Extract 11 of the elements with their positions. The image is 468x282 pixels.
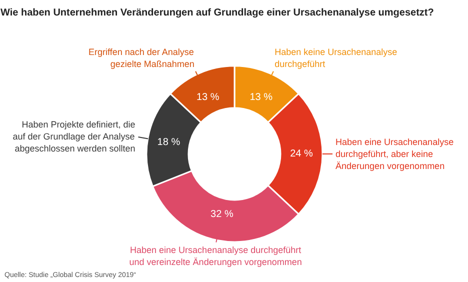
data-label: 13 %	[196, 92, 220, 103]
data-label: 24 %	[290, 148, 314, 160]
slice-label: Haben eine Ursachenanalyse durchgeführt, aber keine Änderungen vorgenommen	[336, 136, 454, 171]
data-label: 13 %	[250, 92, 273, 103]
data-label: 32 %	[210, 208, 234, 220]
slice-label: Ergriffen nach der Analyse gezielte Maßnahmen	[88, 46, 194, 69]
slice-label: Haben keine Ursachenanalyse durchgeführt	[274, 46, 398, 69]
slice-label: Haben Projekte definiert, die auf der Grundlage der Analyse abgeschlossen werden sollten	[12, 120, 136, 154]
data-label: 18 %	[157, 136, 180, 148]
chart-title: Wie haben Unternehmen Veränderungen auf Grundlage einer Ursachenanalyse umgesetzt?	[0, 8, 434, 18]
slice-label: Haben eine Ursachenanalyse durchgeführt und vereinzelte Änderungen vorgenommen	[129, 245, 302, 268]
